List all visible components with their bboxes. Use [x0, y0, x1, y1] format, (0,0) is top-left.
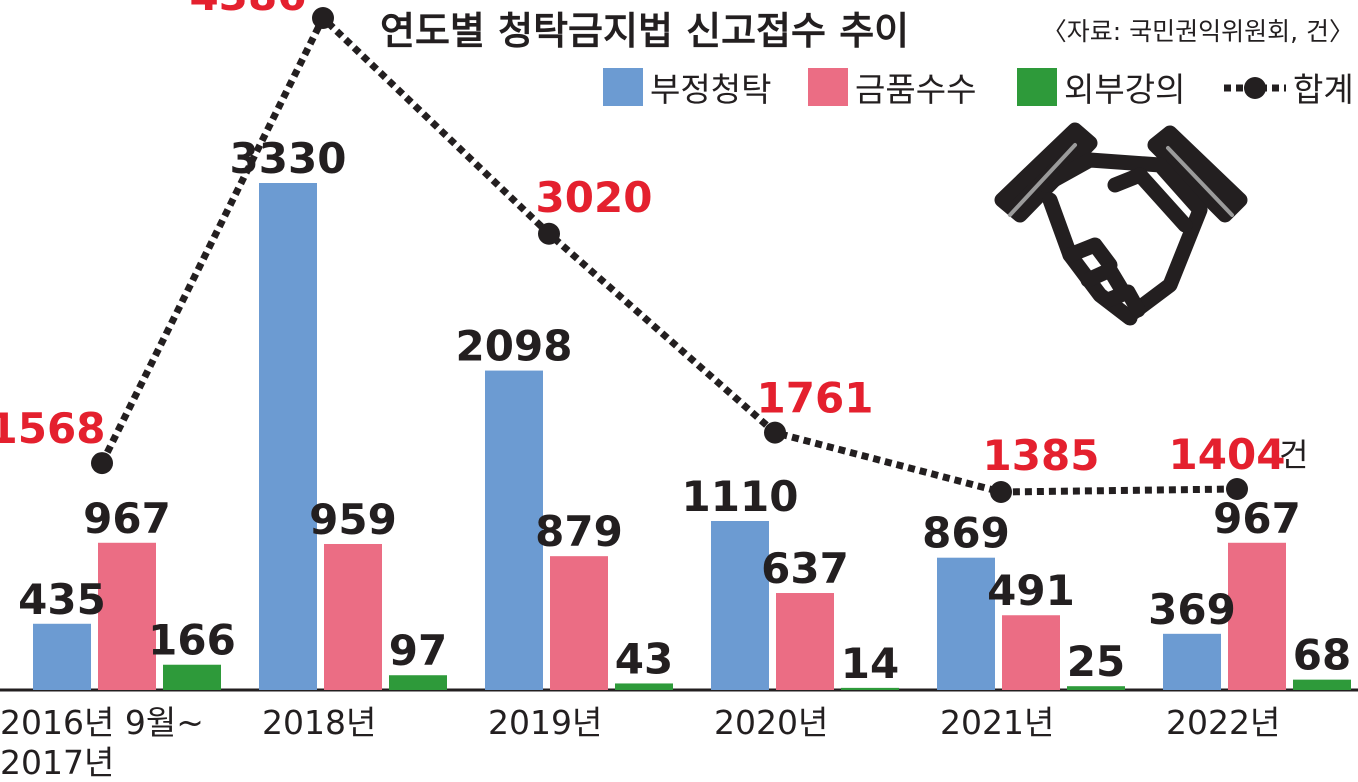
total-point-1	[312, 7, 334, 29]
bar-solicitation-1	[259, 183, 317, 690]
bar-money-3	[776, 593, 834, 690]
total-line	[91, 7, 1248, 503]
total-point-5	[1226, 477, 1248, 500]
x-tick-label-3: 2020년	[714, 703, 828, 742]
bar-label-solicitation-1: 3330	[230, 134, 347, 183]
bar-solicitation-2	[485, 370, 543, 690]
bar-label-money-5: 967	[1213, 494, 1301, 543]
bar-label-money-3: 637	[761, 544, 849, 593]
total-label-2: 3020	[536, 173, 653, 222]
bar-label-solicitation-0: 435	[18, 575, 106, 624]
total-point-3	[764, 421, 786, 444]
x-tick-labels: 2016년 9월~2017년 2018년 2019년 2020년 2021년 2022년	[0, 703, 1280, 782]
total-label-4: 1385	[983, 431, 1100, 480]
total-unit-label: 건	[1279, 436, 1308, 474]
legend-swatch-money	[808, 68, 848, 106]
bar-label-lecture-5: 68	[1293, 631, 1351, 680]
total-point-2	[538, 222, 560, 245]
bar-label-lecture-2: 43	[615, 634, 673, 683]
total-label-3: 1761	[757, 374, 874, 423]
legend-swatch-solicitation	[603, 68, 643, 106]
bar-money-0	[98, 542, 156, 690]
x-tick-label-1: 2018년	[262, 703, 376, 742]
bar-lecture-0	[163, 664, 221, 690]
legend-label-total: 합계	[1293, 70, 1354, 109]
legend-label-money: 금품수수	[855, 70, 976, 109]
bar-label-solicitation-2: 2098	[456, 322, 573, 371]
total-series-line	[98, 12, 1238, 496]
bar-solicitation-5	[1163, 633, 1221, 690]
bar-lecture-5	[1293, 679, 1351, 690]
total-label-1: 4386	[190, 0, 307, 20]
x-tick-label-4: 2021년	[940, 703, 1054, 742]
bar-label-money-1: 959	[309, 495, 397, 544]
chart-title: 연도별 청탁금지법 신고접수 추이	[380, 9, 909, 53]
bar-money-4	[1002, 615, 1060, 690]
total-label-0: 1568	[0, 404, 105, 453]
bar-label-solicitation-5: 369	[1148, 585, 1236, 634]
bar-lecture-3	[841, 687, 899, 690]
legend-swatch-lecture	[1017, 68, 1057, 106]
x-tick-label-0: 2016년 9월~	[0, 703, 204, 742]
legend: 부정청탁 금품수수 외부강의 합계	[603, 68, 1354, 109]
x-tick-label-5: 2022년	[1166, 703, 1280, 742]
bar-money-5	[1228, 542, 1286, 690]
total-point-0	[91, 452, 113, 475]
bar-money-2	[550, 556, 608, 690]
legend-marker-total	[1244, 77, 1266, 99]
bar-lecture-2	[615, 683, 673, 690]
bar-label-money-4: 491	[987, 566, 1075, 615]
bar-label-lecture-1: 97	[389, 626, 447, 675]
legend-label-lecture: 외부강의	[1064, 70, 1185, 109]
bar-label-lecture-4: 25	[1067, 637, 1125, 686]
bar-label-lecture-3: 14	[841, 639, 899, 688]
bar-solicitation-0	[33, 623, 91, 690]
x-tick-label-2: 2019년	[488, 703, 602, 742]
total-label-5: 1404	[1169, 430, 1286, 479]
bar-label-money-0: 967	[83, 494, 171, 543]
x-tick-label-0-line2: 2017년	[0, 743, 114, 782]
bar-labels: 435 3330 2098 1110 869 369 967 959 879 637 491 967 1…	[18, 134, 1351, 688]
bar-label-lecture-0: 166	[148, 616, 236, 665]
legend-label-solicitation: 부정청탁	[650, 70, 771, 109]
bar-solicitation-4	[937, 557, 995, 690]
bars	[33, 183, 1351, 690]
total-point-4	[990, 481, 1012, 503]
bar-label-solicitation-4: 869	[922, 509, 1010, 558]
chart-source: 〈자료: 국민권익위원회, 건〉	[1042, 17, 1354, 46]
bar-money-1	[324, 543, 382, 690]
bar-lecture-1	[389, 675, 447, 690]
bar-label-money-2: 879	[535, 507, 623, 556]
bar-label-solicitation-3: 1110	[682, 472, 799, 521]
bar-solicitation-3	[711, 521, 769, 690]
bar-lecture-4	[1067, 686, 1125, 690]
handshake-icon	[994, 122, 1248, 326]
